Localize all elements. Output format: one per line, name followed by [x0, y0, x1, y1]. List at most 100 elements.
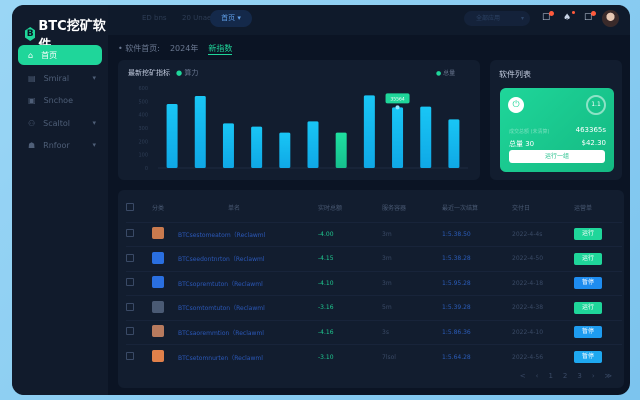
table-row[interactable]: BTCsopremtuton（Reclawml -4.10 3m 1:5.95.…	[126, 270, 622, 296]
tab-1[interactable]: ED bns	[142, 14, 167, 22]
row-action-button[interactable]: 暂停	[574, 351, 602, 363]
chevron-down-icon: ▾	[92, 74, 96, 82]
page-button[interactable]: ≫	[604, 372, 612, 380]
row-unit: 3m	[382, 270, 442, 296]
row-action-button[interactable]: 运行	[574, 228, 602, 241]
breadcrumb-item[interactable]: 2024年	[169, 44, 199, 53]
plug-icon: ⏻	[508, 97, 524, 113]
sidebar-item-rnfoor[interactable]: ☗ Rnfoor ▾	[18, 135, 102, 155]
notification-icon[interactable]: ☐	[540, 11, 554, 25]
row-id: 1:5.95.28	[442, 270, 512, 296]
tooltip: 35564	[385, 93, 410, 110]
bar[interactable]	[420, 106, 432, 168]
row-action-button[interactable]: 暂停	[574, 326, 602, 339]
progress-ring: 1.1	[586, 95, 606, 115]
person-icon: ☗	[28, 140, 36, 150]
bar[interactable]	[335, 132, 347, 168]
table-row[interactable]: BTCseedontnrton（Reclawml -4.15 3m 1:5.38…	[126, 246, 622, 271]
row-checkbox[interactable]	[126, 278, 134, 287]
bar-chart: 0 100 200 300 400 500 600 35564	[138, 86, 468, 172]
row-value: -3.16	[318, 295, 382, 320]
row-date: 2022-4-4s	[512, 221, 574, 247]
app-select[interactable]: 全部应用 ▾	[464, 11, 530, 26]
row-unit: 3m	[382, 246, 442, 271]
row-unit: 5m	[382, 295, 442, 320]
col-header[interactable]: 服务容器	[382, 205, 407, 213]
sidebar-item-home[interactable]: ⌂ 首页	[18, 45, 102, 65]
bar[interactable]	[363, 95, 375, 168]
row-action-button[interactable]: 运行	[574, 301, 602, 314]
col-header[interactable]: 单名	[228, 205, 241, 213]
row-checkbox[interactable]	[126, 352, 134, 360]
row-date: 2022-4-50	[512, 246, 574, 271]
bar[interactable]	[194, 96, 206, 168]
bar[interactable]	[307, 121, 319, 168]
sidebar-item-smiral[interactable]: ▤ Smiral ▾	[18, 68, 102, 88]
row-name[interactable]: BTCsaoremmtion（Reclawml	[178, 319, 318, 345]
badge	[572, 11, 575, 14]
stat-label: 成交总额 (未清算)	[509, 129, 550, 135]
table-row[interactable]: BTCsaoremmtion（Reclawml -4.16 3s 1:5.86.…	[126, 319, 622, 345]
breadcrumb-current[interactable]: 新指数	[208, 44, 233, 55]
row-name[interactable]: BTCseedontnrton（Reclawml	[178, 246, 318, 271]
tab-2[interactable]: 20 Unaen	[182, 14, 216, 22]
row-name[interactable]: BTCsopremtuton（Reclawml	[178, 270, 318, 296]
sidebar-item-scaltol[interactable]: ⚇ Scaltol ▾	[18, 113, 102, 133]
col-header[interactable]: 分类	[152, 205, 165, 213]
bar[interactable]	[448, 119, 460, 168]
category-icon	[152, 251, 164, 264]
col-header[interactable]: 运营单	[574, 205, 593, 213]
avatar[interactable]	[602, 10, 619, 27]
page-button[interactable]: 3	[577, 372, 582, 380]
row-value: -4.16	[318, 319, 382, 345]
col-header[interactable]: 实时总额	[318, 205, 343, 213]
row-name[interactable]: BTCsetomnurten（Reclawml	[178, 344, 318, 369]
tab-home-dropdown[interactable]: 首页 ▾	[210, 10, 252, 27]
row-action-button[interactable]: 暂停	[574, 277, 602, 290]
bell-icon[interactable]: ♠	[561, 11, 575, 25]
table-row[interactable]: BTCsomtomtuton（Reclawml -3.16 5m 1:5.39.…	[126, 295, 622, 320]
row-name[interactable]: BTCsomtomtuton（Reclawml	[178, 295, 318, 320]
users-icon: ⚇	[28, 118, 36, 128]
page-button[interactable]: ‹	[535, 372, 539, 380]
run-button[interactable]: 运行一组	[509, 150, 605, 163]
breadcrumb-item[interactable]: • 软件首页:	[118, 44, 160, 53]
logo-icon: B	[25, 27, 36, 41]
table-row[interactable]: BTCsestomeatom（Reclawml -4.00 3m 1:5.38.…	[126, 221, 622, 247]
category-icon	[152, 276, 164, 289]
bar[interactable]	[222, 123, 234, 168]
crumb-text: 软件首页	[125, 44, 158, 53]
sidebar-item-snchoe[interactable]: ▣ Snchoe	[18, 90, 102, 110]
page-button[interactable]: 2	[562, 372, 568, 380]
col-header[interactable]: 交付日	[512, 205, 531, 213]
bar[interactable]	[392, 107, 404, 168]
page-button[interactable]: <	[519, 372, 526, 380]
message-icon[interactable]: ☐	[582, 11, 596, 25]
table-row[interactable]: BTCsetomnurten（Reclawml -3.10 7lsol 1:5.…	[126, 344, 622, 369]
page-button[interactable]: 1	[548, 372, 553, 380]
y-tick-label: 600	[138, 86, 148, 92]
bar[interactable]	[251, 126, 263, 168]
row-name[interactable]: BTCsestomeatom（Reclawml	[178, 221, 318, 247]
row-unit: 3m	[382, 221, 442, 247]
row-checkbox[interactable]	[126, 327, 134, 336]
badge	[591, 11, 596, 16]
select-all-checkbox[interactable]	[126, 202, 134, 211]
chart-title: 最新挖矿指标	[128, 69, 170, 77]
category-icon	[152, 325, 164, 338]
page-button[interactable]: ›	[591, 372, 595, 380]
computer-icon: ▣	[28, 95, 36, 105]
row-action-button[interactable]: 运行	[574, 252, 602, 265]
bar[interactable]	[279, 132, 291, 168]
row-checkbox[interactable]	[126, 253, 134, 262]
bar[interactable]	[166, 104, 178, 168]
row-unit: 3s	[382, 319, 442, 345]
legend: ● 总量	[436, 70, 456, 77]
col-header[interactable]: 最近一次结算	[442, 205, 479, 213]
software-card: ⏻ 1.1 成交总额 (未清算) 463365s 总量 30 $42.30 运行…	[500, 88, 614, 172]
row-checkbox[interactable]	[126, 302, 134, 311]
row-checkbox[interactable]	[126, 229, 134, 238]
row-value: -4.15	[318, 246, 382, 271]
row-id: 1:5.38.50	[442, 221, 512, 247]
row-id: 1:5.38.28	[442, 246, 512, 271]
